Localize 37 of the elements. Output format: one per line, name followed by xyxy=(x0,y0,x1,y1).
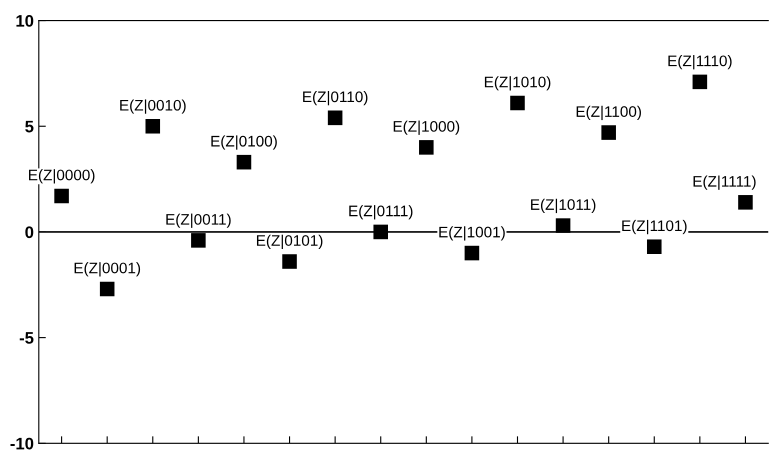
series-label: E(Z|0110) xyxy=(303,90,368,106)
point xyxy=(191,233,206,248)
point xyxy=(419,140,434,155)
point xyxy=(646,239,662,254)
point xyxy=(692,74,708,90)
point xyxy=(236,154,252,170)
series-label: E(Z|1110) xyxy=(668,55,732,70)
series-label: E(Z|1001) xyxy=(439,226,505,241)
point xyxy=(100,282,114,296)
y-tick-label: 5 xyxy=(25,120,34,132)
point xyxy=(510,96,525,110)
point xyxy=(738,195,753,210)
point xyxy=(328,110,342,126)
series-label: E(Z|1000) xyxy=(394,120,460,135)
series-label: E(Z|1011) xyxy=(531,198,596,214)
point xyxy=(464,246,480,260)
series-label: E(Z|0100) xyxy=(211,135,277,150)
point xyxy=(54,188,69,204)
series-label: E(Z|0011) xyxy=(166,214,231,228)
series-label: E(Z|0111) xyxy=(349,205,412,220)
point xyxy=(556,218,570,233)
series-label: E(Z|1010) xyxy=(484,76,550,90)
series-label: E(Z|1100) xyxy=(576,106,641,120)
series-label: E(Z|0010) xyxy=(120,99,186,114)
y-tick-label: 0 xyxy=(25,226,34,238)
y-tick-label: -10 xyxy=(10,438,34,450)
series-label: E(Z|1111) xyxy=(694,176,756,190)
point xyxy=(601,125,616,140)
point xyxy=(145,118,160,134)
series-label: E(Z|1101) xyxy=(622,220,687,234)
y-tick-label: -5 xyxy=(20,332,34,344)
point xyxy=(282,254,297,269)
y-tick-label: 10 xyxy=(16,14,34,27)
series-label: E(Z|0000) xyxy=(29,169,94,184)
point xyxy=(373,224,388,240)
series-label: E(Z|0101) xyxy=(256,234,322,250)
series-label: E(Z|0001) xyxy=(74,262,140,276)
